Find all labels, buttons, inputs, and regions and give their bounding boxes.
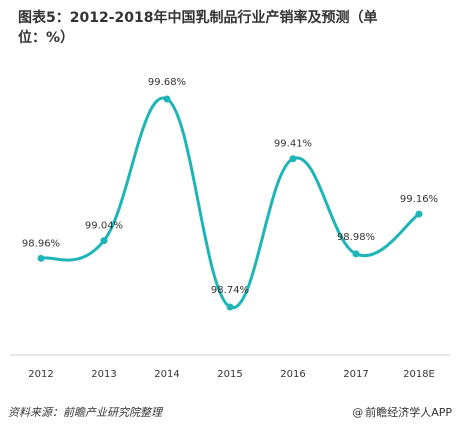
data-point [352, 250, 360, 258]
data-point [163, 95, 171, 103]
source-note: 资料来源：前瞻产业研究院整理 [8, 406, 162, 419]
data-label: 99.41% [274, 139, 312, 150]
data-point [415, 210, 423, 218]
data-label: 98.98% [337, 232, 375, 243]
x-tick-labels: 2012 2013 2014 2015 2016 2017 2018E [28, 369, 435, 380]
data-label: 99.16% [400, 194, 438, 205]
x-tick-label: 2015 [217, 369, 242, 380]
x-tick-label: 2018E [403, 369, 435, 380]
data-point [37, 254, 45, 262]
data-point [226, 303, 234, 311]
x-tick-label: 2017 [343, 369, 368, 380]
data-labels: 98.96% 99.04% 99.68% 98.74% 99.41% 98.98% 99.1… [22, 77, 438, 296]
data-point [100, 237, 108, 245]
x-tick-label: 2012 [28, 369, 53, 380]
series-line [39, 96, 421, 309]
data-label: 99.68% [148, 77, 186, 88]
x-tick-label: 2013 [91, 369, 116, 380]
chart-title-line-2: 位：%） [18, 30, 75, 46]
data-label: 99.04% [85, 221, 123, 232]
chart-title: 图表5：2012-2018年中国乳制品行业产销率及预测（单 位：%） [18, 8, 428, 48]
brand-credit: @ 前瞻经济学人APP [352, 404, 452, 420]
brand-name: 前瞻经济学人APP [365, 406, 452, 419]
footer: 资料来源：前瞻产业研究院整理 @ 前瞻经济学人APP [8, 402, 452, 422]
x-tick-label: 2016 [280, 369, 305, 380]
data-label: 98.96% [22, 238, 60, 249]
data-point [289, 155, 297, 163]
x-tick-label: 2014 [154, 369, 179, 380]
data-label: 98.74% [211, 285, 249, 296]
chart-title-line-1: 图表5：2012-2018年中国乳制品行业产销率及预测（单 [18, 10, 378, 26]
brand-logo-icon: @ [352, 406, 364, 419]
data-points [37, 95, 423, 311]
